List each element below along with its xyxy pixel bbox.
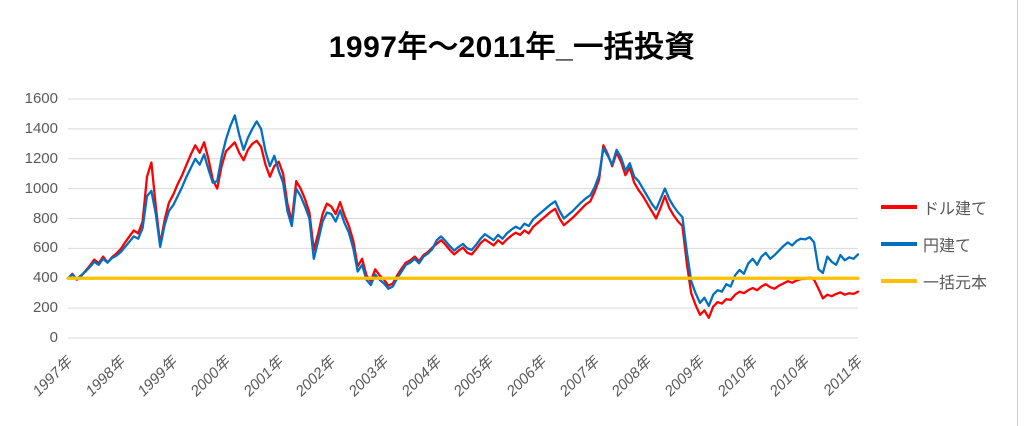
legend-item-yen: 円建て xyxy=(881,234,1016,255)
legend-label-yen: 円建て xyxy=(923,238,972,255)
yen-line-swatch-icon xyxy=(881,242,917,246)
y-axis-tick-label-400: 400 xyxy=(32,269,58,287)
legend-item-dollar: ドル建て xyxy=(881,197,1016,218)
yen-series-line xyxy=(66,114,860,308)
legend-item-principal: 一括元本 xyxy=(881,271,1016,292)
y-axis-tick-label-600: 600 xyxy=(32,239,58,257)
y-axis-tick-label-800: 800 xyxy=(32,209,58,227)
principal-line-swatch-icon xyxy=(881,279,917,283)
dollar-line-swatch-icon xyxy=(881,205,917,209)
legend-label-dollar: ドル建て xyxy=(923,201,988,218)
y-axis-tick-label-1600: 1600 xyxy=(24,90,58,107)
chart-title: 1997年〜2011年_一括投資 xyxy=(328,31,696,64)
y-axis-tick-label-1400: 1400 xyxy=(24,119,58,137)
y-axis-tick-label-1000: 1000 xyxy=(24,179,58,197)
y-axis-tick-label-200: 200 xyxy=(32,299,58,317)
sheet-gridline-border xyxy=(1017,0,1018,426)
y-axis-tick-label-1200: 1200 xyxy=(24,149,58,167)
legend: ドル建て 円建て 一括元本 xyxy=(881,197,1016,308)
y-axis-tick-label-0: 0 xyxy=(49,329,58,346)
legend-label-principal: 一括元本 xyxy=(923,275,988,292)
dollar-series-line xyxy=(66,139,860,319)
